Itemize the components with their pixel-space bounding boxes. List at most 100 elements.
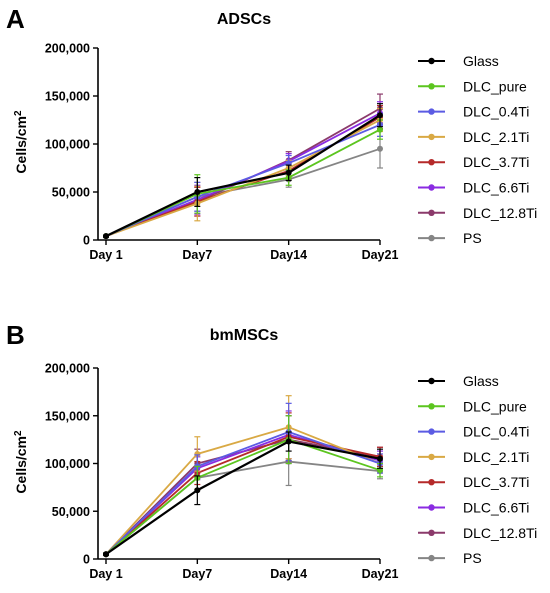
legend-item: DLC_pure	[418, 78, 527, 94]
series-DLC_3.7Ti	[103, 412, 383, 558]
series-line	[105, 435, 381, 555]
y-axis-label-b-sup: 2	[13, 430, 24, 436]
legend-item: DLC_0.4Ti	[418, 424, 529, 440]
series-line	[105, 440, 381, 556]
data-point	[103, 551, 109, 558]
series-DLC_0.4Ti	[103, 112, 383, 240]
panel-letter-a: A	[6, 4, 25, 34]
legend-label: DLC_3.7Ti	[463, 474, 529, 490]
legend-label: PS	[463, 550, 482, 566]
legend-swatch-marker	[428, 453, 435, 461]
legend-swatch-marker	[428, 133, 435, 141]
x-tick-label: Day14	[270, 248, 307, 262]
x-tick-label: Day 1	[89, 248, 122, 262]
y-axis-label-a-text: Cells/cm	[13, 116, 29, 174]
x-tick-label: Day7	[182, 567, 212, 581]
series-Glass	[103, 431, 383, 558]
legend-swatch-marker	[428, 504, 435, 511]
series-Glass	[103, 103, 383, 240]
legend-item: DLC_2.1Ti	[418, 129, 529, 145]
legend-swatch-marker	[428, 234, 435, 242]
legend-item: DLC_6.6Ti	[418, 180, 529, 196]
legend-label: DLC_2.1Ti	[463, 449, 529, 465]
legend-label: DLC_3.7Ti	[463, 154, 529, 170]
legend-label: DLC_12.8Ti	[463, 205, 537, 221]
series-DLC_6.6Ti	[103, 410, 383, 558]
legend-swatch-marker	[428, 108, 435, 115]
y-axis-label-a-sup: 2	[13, 110, 24, 116]
data-point	[377, 145, 383, 152]
legend-label: DLC_2.1Ti	[463, 129, 529, 145]
legend-item: PS	[418, 550, 482, 566]
series-line	[105, 426, 381, 555]
legend-swatch-marker	[428, 159, 435, 166]
series-DLC_12.8Ti	[103, 415, 383, 558]
y-tick-label: 0	[83, 234, 90, 248]
legend-swatch-marker	[428, 428, 435, 435]
legend-label: Glass	[463, 53, 499, 69]
x-tick-label: Day 1	[89, 567, 122, 581]
series-DLC_2.1Ti	[103, 395, 383, 558]
y-axis-label-a: Cells/cm2	[13, 110, 29, 174]
series-line	[105, 431, 381, 555]
y-axis-label-b-text: Cells/cm	[13, 436, 29, 494]
y-tick-label: 0	[83, 553, 90, 567]
legend-label: DLC_pure	[463, 78, 527, 94]
y-tick-label: 50,000	[52, 186, 90, 200]
chart-title-b: bmMSCs	[210, 327, 279, 344]
legend-label: DLC_6.6Ti	[463, 500, 529, 516]
legend-item: Glass	[418, 373, 499, 389]
chart-title-a: ADSCs	[217, 11, 271, 28]
y-tick-label: 200,000	[45, 42, 90, 56]
legend-item: DLC_0.4Ti	[418, 104, 529, 120]
legend-item: DLC_12.8Ti	[418, 205, 537, 221]
legend-swatch-marker	[428, 479, 435, 486]
data-point	[103, 233, 109, 240]
chart-a: 0 50,000 100,000 150,000 200,000 Day 1 Day7 Day…	[45, 42, 399, 263]
legend-item: DLC_6.6Ti	[418, 500, 529, 516]
legend-swatch-marker	[428, 209, 435, 216]
panel-letter-b: B	[6, 320, 25, 350]
x-tick-label: Day7	[182, 248, 212, 262]
y-tick-label: 150,000	[45, 90, 90, 104]
legend-swatch-marker	[428, 83, 435, 90]
series-DLC_0.4Ti	[103, 402, 383, 558]
y-tick-label: 50,000	[52, 505, 90, 519]
legend-label: DLC_0.4Ti	[463, 104, 529, 120]
data-point	[377, 455, 383, 462]
legend-label: DLC_pure	[463, 398, 527, 414]
legend-swatch-marker	[428, 57, 435, 65]
x-tick-label: Day21	[362, 567, 399, 581]
legend-item: PS	[418, 230, 482, 246]
series-DLC_pure	[103, 415, 383, 558]
series-line	[105, 438, 381, 555]
series-line	[105, 114, 381, 238]
legend-swatch-marker	[428, 377, 435, 385]
y-tick-label: 100,000	[45, 138, 90, 152]
x-tick-label: Day21	[362, 248, 399, 262]
y-axis-label-b: Cells/cm2	[13, 430, 29, 494]
legend-label: DLC_12.8Ti	[463, 525, 537, 541]
data-point	[194, 487, 201, 494]
legend-item: DLC_12.8Ti	[418, 525, 537, 541]
legend-b: Glass DLC_pure DLC_0.4Ti DLC_2.1Ti DLC_3.7Ti…	[418, 373, 537, 566]
legend-a: Glass DLC_pure DLC_0.4Ti DLC_2.1Ti DLC_3.7Ti…	[418, 53, 537, 246]
x-tick-label: Day14	[270, 567, 307, 581]
series-line	[105, 147, 381, 237]
y-tick-label: 150,000	[45, 409, 90, 423]
y-tick-label: 200,000	[45, 362, 90, 376]
data-point	[285, 169, 292, 176]
legend-item: DLC_3.7Ti	[418, 474, 529, 490]
legend-item: DLC_2.1Ti	[418, 449, 529, 465]
legend-label: Glass	[463, 373, 499, 389]
data-point	[194, 189, 201, 195]
y-tick-label: 100,000	[45, 457, 90, 471]
legend-swatch-marker	[428, 403, 435, 410]
data-point	[285, 438, 292, 445]
legend-item: DLC_3.7Ti	[418, 154, 529, 170]
legend-label: PS	[463, 230, 482, 246]
legend-item: DLC_pure	[418, 398, 527, 414]
legend-swatch-marker	[428, 184, 435, 191]
legend-item: Glass	[418, 53, 499, 69]
